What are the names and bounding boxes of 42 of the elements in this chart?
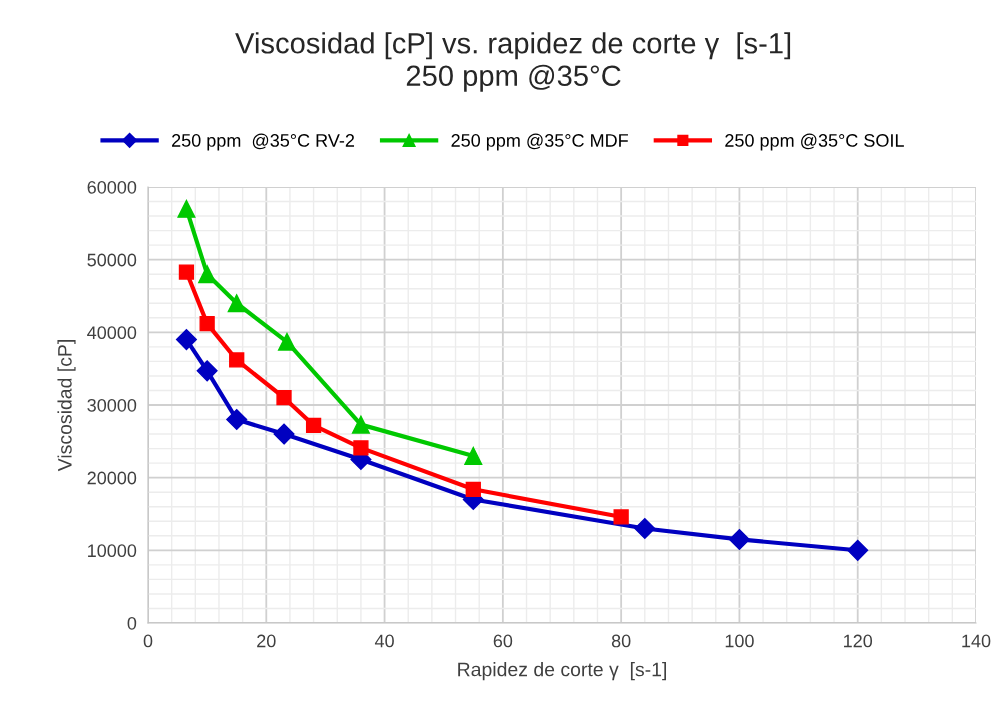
legend-label: 250 ppm @35°C RV-2 <box>172 133 355 151</box>
point <box>277 332 297 351</box>
point <box>229 352 245 368</box>
point <box>613 509 629 525</box>
chart-title: Viscosidad [cP] vs. rapidez de corte γ [s-1] 250 ppm @35°C <box>235 32 791 92</box>
point <box>226 409 248 431</box>
legend-label: 250 ppm @35°C MDF <box>451 133 628 151</box>
point <box>353 440 369 456</box>
y-tick-label: 50000 <box>87 253 137 267</box>
point <box>351 415 370 434</box>
point <box>276 390 292 406</box>
y-tick-label: 0 <box>127 616 137 630</box>
point <box>273 423 295 445</box>
x-tick-label: 20 <box>257 634 276 648</box>
x-tick-label: 60 <box>493 634 513 648</box>
point <box>728 528 750 550</box>
y-axis-title: Viscosidad [cP] <box>57 340 76 472</box>
x-tick-label: 80 <box>611 634 631 648</box>
x-tick-label: 140 <box>962 634 991 648</box>
point <box>199 315 215 332</box>
point <box>305 417 322 433</box>
point <box>198 265 217 284</box>
y-tick-label: 40000 <box>87 326 137 340</box>
point <box>177 199 196 218</box>
y-tick-label: 10000 <box>88 544 137 558</box>
y-tick-label: 60000 <box>87 180 137 194</box>
point <box>196 360 218 382</box>
point <box>227 294 246 313</box>
x-tick-label: 100 <box>725 634 754 648</box>
y-tick-label: 20000 <box>87 471 137 485</box>
x-tick-label: 0 <box>143 634 153 648</box>
legend-label: 250 ppm @35°C SOIL <box>725 133 904 151</box>
x-axis-title: Rapidez de corte γ [s-1] <box>458 662 666 681</box>
x-tick-label: 40 <box>374 634 394 648</box>
point <box>634 518 656 540</box>
y-tick-label: 30000 <box>87 398 137 412</box>
point <box>175 329 197 351</box>
point <box>847 539 869 561</box>
x-tick-label: 120 <box>844 634 873 648</box>
point <box>178 264 195 280</box>
point <box>464 446 483 465</box>
point <box>465 481 481 497</box>
